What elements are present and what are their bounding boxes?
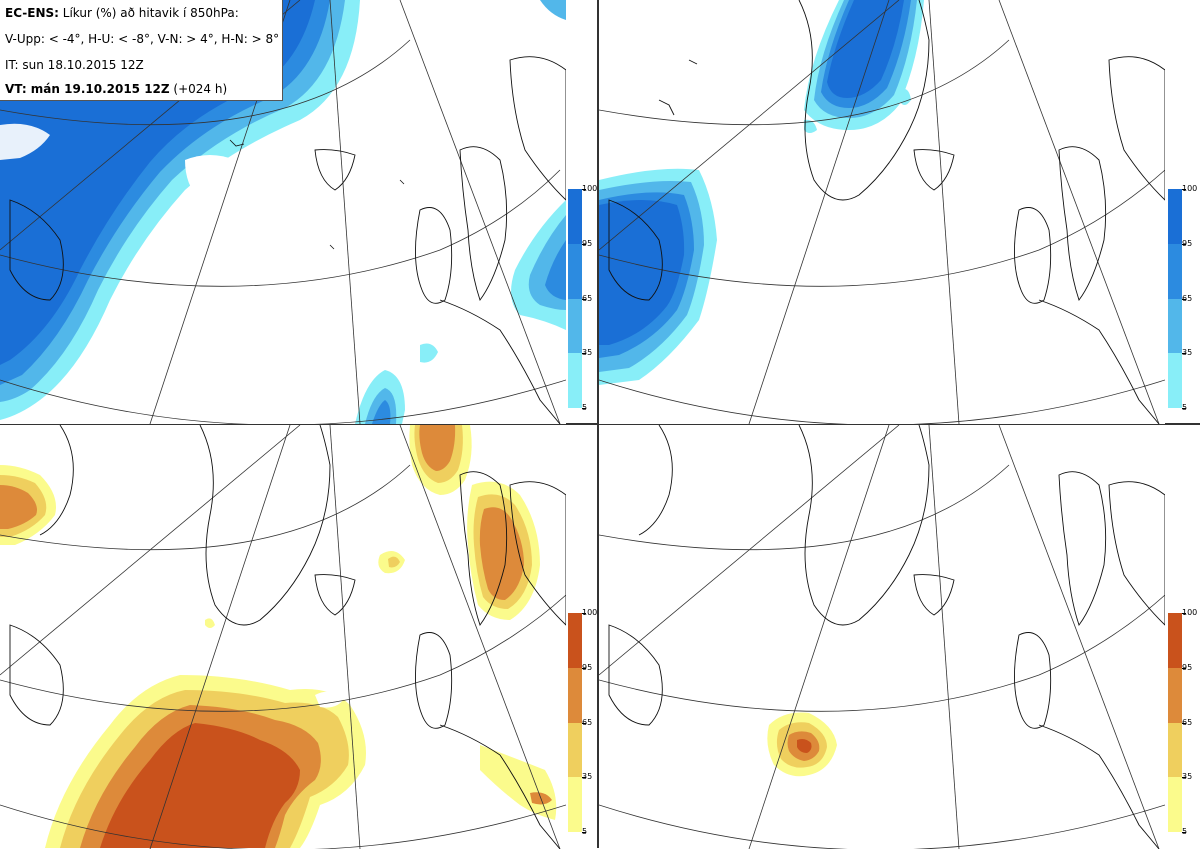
colorbar-label: 5 — [1182, 403, 1188, 412]
graticule — [599, 0, 1165, 424]
warm-prob-field — [0, 425, 557, 848]
map-bottom-left — [0, 425, 566, 849]
colorbar-segment — [568, 777, 582, 832]
colorbar-segment — [1168, 298, 1182, 354]
colorbar-cold-left: 100 95 65 35 5 — [568, 184, 598, 412]
colorbar-tick — [1182, 298, 1186, 300]
coastlines — [9, 425, 566, 849]
colorbar-segment — [568, 667, 582, 723]
colorbar-tick — [1182, 243, 1186, 245]
colorbar-label: 65 — [1182, 293, 1193, 303]
map-panel-top-left: EC-ENS: Líkur (%) að hitavik í 850hPa: V… — [0, 0, 566, 424]
colorbar-segment — [1168, 667, 1182, 723]
colorbar-label: 5 — [582, 827, 588, 836]
colorbar-label: 100 — [1182, 608, 1198, 617]
colorbar-label: 95 — [1182, 662, 1193, 672]
info-initial-time: IT: sun 18.10.2015 12Z — [5, 58, 144, 72]
map-bottom-right — [599, 425, 1165, 849]
panel-separator-horizontal — [0, 423, 1200, 425]
map-panel-bottom-left — [0, 425, 566, 849]
info-thresholds: V-Upp: < -4°, H-U: < -8°, V-N: > 4°, H-N… — [5, 32, 280, 46]
info-valid-time: VT: mán 19.10.2015 12Z — [5, 82, 170, 96]
colorbar-warm-right: 100 95 65 35 5 — [1168, 608, 1198, 836]
colorbar-tick — [582, 189, 586, 190]
info-model: EC-ENS: — [5, 6, 59, 20]
colorbar-tick — [1182, 189, 1186, 190]
colorbar-segment — [1168, 722, 1182, 778]
colorbar-tick — [1182, 408, 1186, 409]
colorbar-segment — [1168, 243, 1182, 299]
colorbar-tick — [582, 243, 586, 245]
colorbar-tick — [582, 353, 586, 355]
colorbar-label: 65 — [582, 293, 593, 303]
colorbar-segment — [568, 353, 582, 408]
colorbar-tick — [582, 408, 586, 409]
info-box: EC-ENS: Líkur (%) að hitavik í 850hPa: V… — [0, 0, 283, 101]
colorbar-tick — [1182, 777, 1186, 779]
colorbar-segment — [568, 613, 582, 668]
coastlines — [9, 56, 566, 424]
graticule — [0, 425, 566, 849]
colorbar-label: 35 — [582, 348, 593, 358]
graticule — [599, 425, 1165, 849]
colorbar-label: 100 — [582, 608, 598, 617]
colorbar-label: 100 — [582, 184, 598, 193]
map-panel-top-right — [599, 0, 1165, 424]
colorbar-label: 95 — [1182, 238, 1193, 248]
colorbar-label: 5 — [582, 403, 588, 412]
colorbar-tick — [1182, 667, 1186, 669]
colorbar-tick — [582, 832, 586, 833]
graticule — [0, 0, 566, 424]
colorbar-segment — [1168, 777, 1182, 832]
colorbar-tick — [582, 777, 586, 779]
colorbar-label: 35 — [582, 772, 593, 782]
colorbar-label: 65 — [1182, 717, 1193, 727]
colorbar-label: 65 — [582, 717, 593, 727]
colorbar-label: 35 — [1182, 348, 1193, 358]
colorbar-segment — [568, 243, 582, 299]
cold-prob-field — [599, 0, 924, 385]
colorbar-segment — [1168, 189, 1182, 244]
colorbar-label: 5 — [1182, 827, 1188, 836]
colorbar-label: 95 — [582, 238, 593, 248]
info-title: Líkur (%) að hitavik í 850hPa: — [58, 6, 239, 20]
coastlines — [608, 0, 1165, 424]
colorbar-cold-right: 100 95 65 35 5 — [1168, 184, 1198, 412]
map-top-right — [599, 0, 1165, 424]
colorbar-tick — [582, 667, 586, 669]
coastlines — [608, 425, 1165, 849]
colorbar-tick — [1182, 613, 1186, 614]
colorbar-tick — [1182, 722, 1186, 724]
colorbar-label: 35 — [1182, 772, 1193, 782]
colorbar-segment — [568, 298, 582, 354]
colorbar-tick — [1182, 832, 1186, 833]
warm-prob-field — [767, 712, 837, 777]
colorbar-segment — [568, 189, 582, 244]
colorbar-warm-left: 100 95 65 35 5 — [568, 608, 598, 836]
map-panel-bottom-right — [599, 425, 1165, 849]
colorbar-label: 100 — [1182, 184, 1198, 193]
colorbar-segment — [1168, 353, 1182, 408]
info-lead-time: (+024 h) — [169, 82, 228, 96]
colorbar-tick — [1182, 353, 1186, 355]
colorbar-tick — [582, 298, 586, 300]
colorbar-label: 95 — [582, 662, 593, 672]
colorbar-segment — [568, 722, 582, 778]
colorbar-tick — [582, 613, 586, 614]
colorbar-segment — [1168, 613, 1182, 668]
colorbar-tick — [582, 722, 586, 724]
